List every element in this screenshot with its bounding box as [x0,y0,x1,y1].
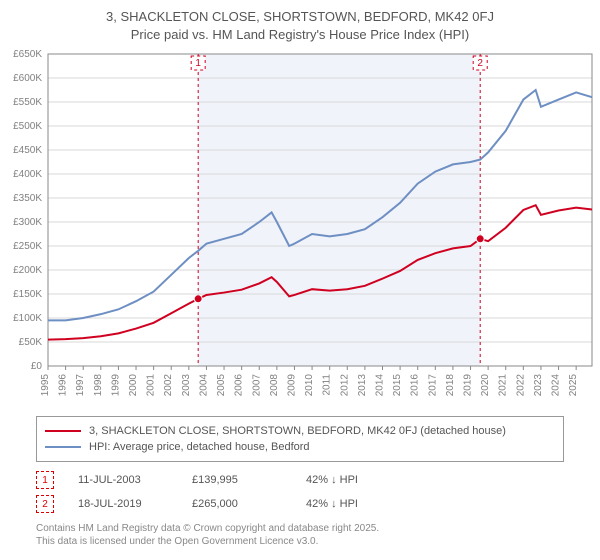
svg-text:2025: 2025 [568,374,579,397]
marker-price: £265,000 [192,498,282,510]
svg-text:£400K: £400K [13,169,42,180]
legend-row: HPI: Average price, detached house, Bedf… [45,439,555,455]
footer: Contains HM Land Registry data © Crown c… [36,522,564,548]
svg-text:2000: 2000 [128,374,139,397]
svg-text:2009: 2009 [286,374,297,397]
svg-text:2008: 2008 [269,374,280,397]
price-chart: £0 £50K £100K £150K £200K £250K £300K £350K £400… [0,48,600,408]
title-line-2: Price paid vs. HM Land Registry's House … [0,26,600,44]
legend-label: 3, SHACKLETON CLOSE, SHORTSTOWN, BEDFORD… [89,425,506,437]
svg-text:2015: 2015 [392,374,403,397]
legend-swatch [45,430,81,432]
svg-text:2003: 2003 [181,374,192,397]
svg-text:2013: 2013 [357,374,368,397]
svg-text:2002: 2002 [163,374,174,397]
markers-table: 1 11-JUL-2003 £139,995 42% ↓ HPI 2 18-JUL-201… [36,468,564,516]
footer-line-1: Contains HM Land Registry data © Crown c… [36,522,564,535]
svg-text:2016: 2016 [410,374,421,397]
svg-text:2004: 2004 [198,374,209,397]
svg-text:£50K: £50K [19,337,43,348]
title-line-1: 3, SHACKLETON CLOSE, SHORTSTOWN, BEDFORD… [0,8,600,26]
svg-text:1997: 1997 [75,374,86,397]
svg-text:£600K: £600K [13,73,42,84]
svg-text:2014: 2014 [374,374,385,397]
svg-text:2023: 2023 [533,374,544,397]
marker-row: 1 11-JUL-2003 £139,995 42% ↓ HPI [36,468,564,492]
svg-text:£350K: £350K [13,193,42,204]
svg-text:1996: 1996 [58,374,69,397]
svg-text:2006: 2006 [234,374,245,397]
svg-text:£0: £0 [31,361,43,372]
svg-text:2007: 2007 [251,374,262,397]
svg-text:1998: 1998 [93,374,104,397]
legend-swatch [45,446,81,448]
svg-text:1: 1 [195,58,201,69]
svg-text:£150K: £150K [13,289,42,300]
svg-text:1995: 1995 [40,374,51,397]
legend-label: HPI: Average price, detached house, Bedf… [89,441,310,453]
legend: 3, SHACKLETON CLOSE, SHORTSTOWN, BEDFORD… [36,416,564,462]
svg-text:£100K: £100K [13,313,42,324]
svg-text:£250K: £250K [13,241,42,252]
marker-delta: 42% ↓ HPI [306,498,396,510]
marker-price: £139,995 [192,474,282,486]
svg-text:2: 2 [477,58,483,69]
svg-text:2019: 2019 [463,374,474,397]
svg-text:2010: 2010 [304,374,315,397]
svg-text:2018: 2018 [445,374,456,397]
svg-text:2024: 2024 [551,374,562,397]
svg-text:£550K: £550K [13,97,42,108]
svg-text:2012: 2012 [339,374,350,397]
title-block: 3, SHACKLETON CLOSE, SHORTSTOWN, BEDFORD… [0,0,600,48]
svg-text:£650K: £650K [13,49,42,60]
marker-delta: 42% ↓ HPI [306,474,396,486]
svg-text:2001: 2001 [146,374,157,397]
marker-row: 2 18-JUL-2019 £265,000 42% ↓ HPI [36,492,564,516]
svg-text:2017: 2017 [427,374,438,397]
svg-text:2020: 2020 [480,374,491,397]
svg-text:2011: 2011 [322,374,333,396]
marker-date: 11-JUL-2003 [78,474,168,486]
svg-text:2021: 2021 [498,374,509,397]
marker-badge: 1 [36,471,54,489]
svg-text:2022: 2022 [515,374,526,397]
footer-line-2: This data is licensed under the Open Gov… [36,535,564,548]
svg-text:2005: 2005 [216,374,227,397]
svg-text:£200K: £200K [13,265,42,276]
svg-text:£500K: £500K [13,121,42,132]
marker-badge: 2 [36,495,54,513]
legend-row: 3, SHACKLETON CLOSE, SHORTSTOWN, BEDFORD… [45,423,555,439]
svg-text:£300K: £300K [13,217,42,228]
svg-text:1999: 1999 [110,374,121,397]
svg-text:£450K: £450K [13,145,42,156]
marker-date: 18-JUL-2019 [78,498,168,510]
